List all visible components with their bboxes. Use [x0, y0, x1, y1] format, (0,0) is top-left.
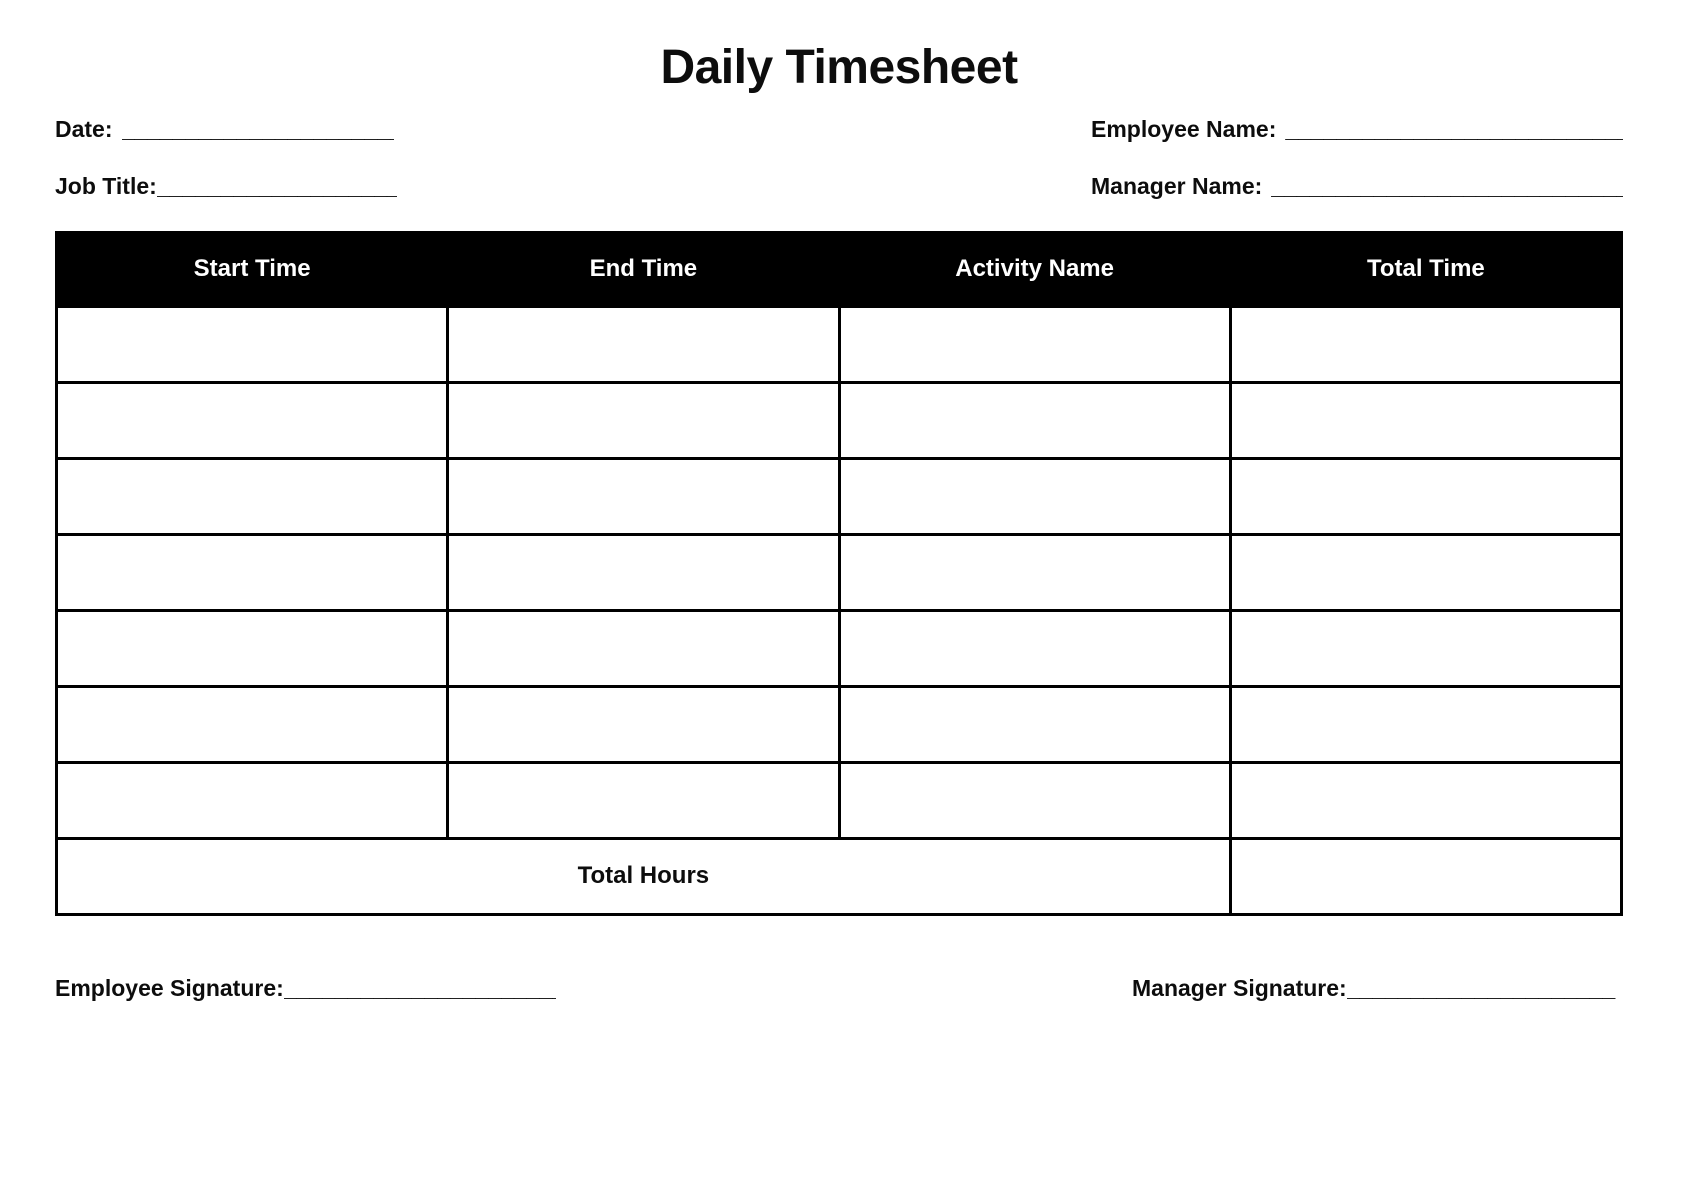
table-footer: Total Hours [55, 836, 1624, 916]
date-field: Date: ______________________ [55, 115, 394, 145]
table-cell[interactable] [837, 760, 1232, 840]
table-cell[interactable] [446, 608, 841, 688]
table-cell[interactable] [54, 304, 450, 384]
table-cell[interactable] [54, 684, 450, 764]
table-cell[interactable] [446, 760, 841, 840]
table-row [54, 684, 1624, 764]
manager-name-input-line[interactable]: _____________________________ [1271, 172, 1623, 199]
total-row: Total Hours [55, 836, 1624, 916]
table-body [54, 304, 1624, 840]
table-cell[interactable] [837, 380, 1232, 460]
table-row [54, 380, 1624, 460]
total-hours-cell[interactable] [1228, 836, 1624, 916]
employee-name-input-line[interactable]: ____________________________ [1285, 115, 1623, 142]
date-input-line[interactable]: ______________________ [121, 115, 394, 142]
job-title-input-line[interactable]: ___________________ [156, 172, 397, 199]
employee-signature-line[interactable]: ______________________ [283, 974, 556, 1001]
table-cell[interactable] [837, 684, 1232, 764]
form-fields-row-2: Job Title: ___________________ Manager N… [55, 172, 1623, 202]
table-cell[interactable] [446, 684, 841, 764]
table-cell[interactable] [837, 304, 1232, 384]
job-title-label: Job Title: [55, 172, 157, 199]
table-row [54, 760, 1624, 840]
employee-name-field: Employee Name: _________________________… [1091, 115, 1623, 145]
table-header-row: Start Time End Time Activity Name Total … [54, 230, 1624, 308]
header-activity-name: Activity Name [837, 230, 1232, 308]
form-fields-row-1: Date: ______________________ Employee Na… [55, 115, 1623, 145]
timesheet-table: Start Time End Time Activity Name Total … [54, 230, 1624, 916]
page-title: Daily Timesheet [660, 41, 1018, 94]
employee-name-label: Employee Name: [1091, 115, 1277, 142]
manager-signature-field: Manager Signature: _____________________ [1132, 974, 1623, 1004]
table-cell[interactable] [837, 532, 1232, 612]
table-cell[interactable] [54, 760, 450, 840]
table-row [54, 608, 1624, 688]
header-end-time: End Time [446, 230, 841, 308]
form-fields: Date: ______________________ Employee Na… [55, 115, 1623, 202]
employee-signature-label: Employee Signature: [55, 974, 284, 1001]
table-cell[interactable] [1228, 760, 1624, 840]
table-cell[interactable] [54, 456, 450, 536]
signature-row: Employee Signature: ____________________… [55, 974, 1623, 1004]
table-cell[interactable] [1228, 304, 1624, 384]
table-cell[interactable] [446, 304, 841, 384]
table-row [54, 532, 1624, 612]
table-cell[interactable] [1228, 380, 1624, 460]
table-cell[interactable] [54, 532, 450, 612]
date-label: Date: [55, 115, 113, 142]
table-cell[interactable] [54, 608, 450, 688]
manager-name-label: Manager Name: [1091, 172, 1263, 199]
table-cell[interactable] [54, 380, 450, 460]
table-cell[interactable] [446, 456, 841, 536]
employee-signature-field: Employee Signature: ____________________… [55, 974, 556, 1004]
table-header: Start Time End Time Activity Name Total … [54, 230, 1624, 308]
table-cell[interactable] [446, 380, 841, 460]
table-cell[interactable] [837, 456, 1232, 536]
table-row [54, 304, 1624, 384]
table-cell[interactable] [1228, 608, 1624, 688]
manager-name-field: Manager Name: __________________________… [1091, 172, 1623, 202]
header-total-time: Total Time [1228, 230, 1624, 308]
table-cell[interactable] [837, 608, 1232, 688]
table-cell[interactable] [446, 532, 841, 612]
table-cell[interactable] [1228, 532, 1624, 612]
table-cell[interactable] [1228, 684, 1624, 764]
manager-signature-label: Manager Signature: [1132, 974, 1347, 1001]
manager-signature-line[interactable]: _____________________ [1346, 974, 1616, 1001]
total-hours-label: Total Hours [55, 836, 1232, 916]
table-cell[interactable] [1228, 456, 1624, 536]
header-start-time: Start Time [54, 230, 450, 308]
table-row [54, 456, 1624, 536]
job-title-field: Job Title: ___________________ [55, 172, 397, 202]
